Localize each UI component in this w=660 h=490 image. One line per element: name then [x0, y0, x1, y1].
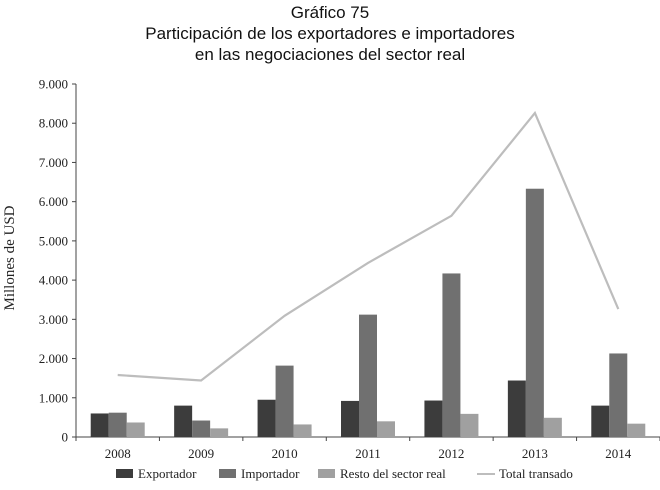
legend: Exportador Importador Resto del sector rea…: [116, 466, 573, 481]
legend-swatch: [318, 469, 335, 478]
bar-importador: [192, 420, 211, 437]
bar-importador: [275, 365, 294, 437]
y-tick-label: 8.000: [39, 116, 68, 131]
x-tick-label: 2009: [188, 446, 214, 461]
y-tick-label: 5.000: [39, 233, 68, 248]
bar-resto-del-sector-real: [460, 413, 479, 437]
y-tick-label: 1.000: [39, 390, 68, 405]
x-tick-label: 2010: [272, 446, 298, 461]
y-axis-title: Millones de USD: [2, 205, 18, 310]
bar-resto-del-sector-real: [126, 422, 145, 437]
y-tick-label: 2.000: [39, 351, 68, 366]
bar-resto-del-sector-real: [543, 417, 562, 437]
chart-title: Gráfico 75 Participación de los exportad…: [0, 2, 660, 65]
bar-importador: [525, 188, 544, 437]
x-tick-label: 2011: [355, 446, 381, 461]
bar-exportador: [174, 405, 193, 437]
legend-label: Total transado: [499, 466, 573, 481]
bar-resto-del-sector-real: [627, 423, 646, 437]
x-tick-label: 2013: [522, 446, 548, 461]
bar-exportador: [341, 400, 359, 437]
y-tick-label: 9.000: [39, 77, 68, 92]
bar-exportador: [507, 380, 526, 437]
x-tick-label: 2012: [438, 446, 464, 461]
chart-title-line-2: Participación de los exportadores e impo…: [145, 24, 515, 43]
bar-exportador: [257, 399, 276, 437]
line-total-transado: [117, 110, 620, 382]
y-tick-label: 4.000: [39, 273, 68, 288]
legend-swatch: [219, 469, 236, 478]
bar-resto-del-sector-real: [293, 424, 312, 437]
bar-resto-del-sector-real: [377, 421, 395, 437]
y-tick-label: 7.000: [39, 155, 68, 170]
legend-label: Resto del sector real: [340, 466, 446, 481]
legend-swatch: [116, 469, 133, 478]
chart-title-line-1: Gráfico 75: [290, 3, 370, 22]
bar-importador: [442, 273, 461, 437]
bar-exportador: [591, 405, 610, 437]
y-tick-label: 0: [62, 430, 69, 445]
bar-exportador: [90, 413, 109, 437]
legend-label: Importador: [241, 466, 300, 481]
x-tick-label: 2014: [605, 446, 632, 461]
legend-label: Exportador: [138, 466, 197, 481]
y-tick-label: 3.000: [39, 312, 68, 327]
plot-area: 0 1.000 2.000 3.000 4.000 5.000 6.000 7.000 8.00…: [39, 77, 660, 461]
bar-exportador: [424, 400, 443, 437]
bar-importador: [108, 412, 127, 437]
bar-importador: [359, 314, 377, 437]
x-tick-label: 2008: [105, 446, 131, 461]
bar-resto-del-sector-real: [210, 428, 229, 437]
y-tick-label: 6.000: [39, 194, 68, 209]
bar-importador: [609, 353, 628, 437]
chart-title-line-3: en las negociaciones del sector real: [194, 45, 466, 64]
